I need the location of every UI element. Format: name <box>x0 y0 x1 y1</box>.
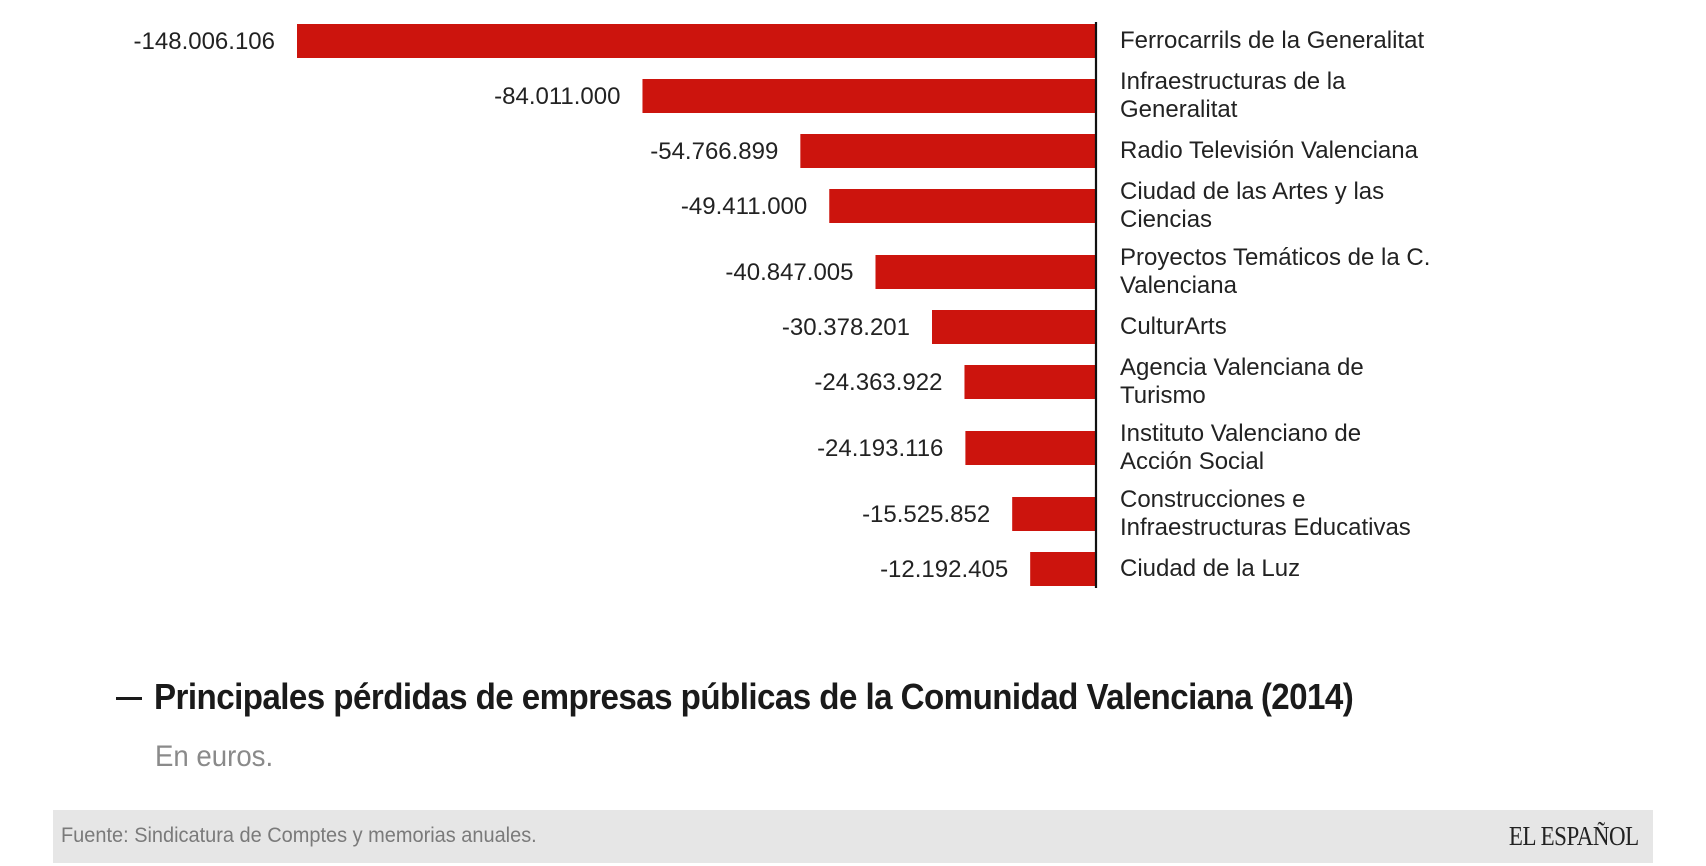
value-label-3: -49.411.000 <box>681 193 807 220</box>
value-label-6: -24.363.922 <box>814 369 942 396</box>
bar-2 <box>800 134 1096 168</box>
value-label-5: -30.378.201 <box>782 314 910 341</box>
category-label-line: Ciudad de las Artes y las <box>1120 178 1384 205</box>
value-label-1: -84.011.000 <box>494 83 620 110</box>
bar-0 <box>297 24 1096 58</box>
category-label-line: Proyectos Temáticos de la C. <box>1120 244 1430 271</box>
chart-title: Principales pérdidas de empresas pública… <box>154 676 1354 717</box>
category-label-line: Turismo <box>1120 382 1206 409</box>
category-label-line: Ciencias <box>1120 206 1212 233</box>
category-label-line: CulturArts <box>1120 313 1227 340</box>
category-label-line: Ciudad de la Luz <box>1120 555 1300 582</box>
category-label-7: Instituto Valenciano de Acción Social <box>1120 420 1361 475</box>
category-label-1: Infraestructuras de la Generalitat <box>1120 68 1346 123</box>
category-label-line: Infraestructuras Educativas <box>1120 514 1411 541</box>
category-label-line: Instituto Valenciano de <box>1120 420 1361 447</box>
category-label-4: Proyectos Temáticos de la C. Valenciana <box>1120 244 1430 299</box>
value-label-4: -40.847.005 <box>725 259 853 286</box>
category-label-6: Agencia Valenciana de Turismo <box>1120 354 1364 409</box>
brand-logo: EL ESPAÑOL <box>1509 821 1639 851</box>
category-label-line: Infraestructuras de la <box>1120 68 1346 95</box>
bar-3 <box>829 189 1096 223</box>
category-label-9: Ciudad de la Luz <box>1120 555 1300 582</box>
title-dash-icon <box>116 696 142 700</box>
category-label-line: Agencia Valenciana de <box>1120 354 1364 381</box>
category-label-line: Valenciana <box>1120 272 1238 299</box>
bar-8 <box>1012 497 1096 531</box>
source-note: Fuente: Sindicatura de Comptes y memoria… <box>61 824 537 847</box>
bar-9 <box>1030 552 1096 586</box>
value-label-0: -148.006.106 <box>134 28 275 55</box>
category-label-8: Construcciones e Infraestructuras Educati… <box>1120 486 1411 541</box>
footer-bar: Fuente: Sindicatura de Comptes y memoria… <box>53 810 1653 863</box>
bar-1 <box>642 79 1096 113</box>
bar-chart: -148.006.106 Ferrocarrils de la Generalit… <box>134 22 1430 588</box>
value-label-9: -12.192.405 <box>880 556 1008 583</box>
category-label-2: Radio Televisión Valenciana <box>1120 137 1419 164</box>
bar-4 <box>875 255 1096 289</box>
category-label-0: Ferrocarrils de la Generalitat <box>1120 27 1424 54</box>
bar-6 <box>964 365 1096 399</box>
value-label-7: -24.193.116 <box>817 435 943 462</box>
chart-title-block: Principales pérdidas de empresas pública… <box>116 676 1458 718</box>
bar-7 <box>965 431 1096 465</box>
category-label-line: Ferrocarrils de la Generalitat <box>1120 27 1424 54</box>
category-label-3: Ciudad de las Artes y las Ciencias <box>1120 178 1384 233</box>
bar-5 <box>932 310 1096 344</box>
category-label-line: Radio Televisión Valenciana <box>1120 137 1419 164</box>
chart-subtitle: En euros. <box>155 740 274 773</box>
category-label-line: Generalitat <box>1120 96 1238 123</box>
category-label-line: Construcciones e <box>1120 486 1305 513</box>
value-label-2: -54.766.899 <box>650 138 778 165</box>
value-label-8: -15.525.852 <box>862 501 990 528</box>
category-label-line: Acción Social <box>1120 448 1264 475</box>
category-label-5: CulturArts <box>1120 313 1227 340</box>
